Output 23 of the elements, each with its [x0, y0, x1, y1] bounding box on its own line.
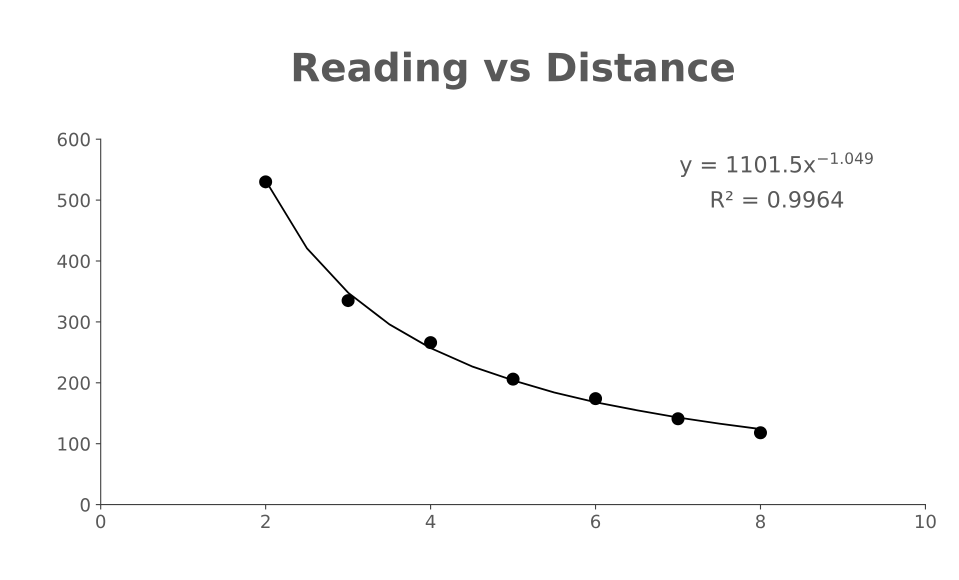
x-tick-label: 10	[916, 514, 936, 528]
y-tick-label: 0	[80, 498, 90, 512]
y-tick-label: 400	[57, 254, 90, 268]
point	[424, 336, 438, 350]
x-tick-label: 8	[756, 514, 765, 528]
y-tick-label: 300	[58, 315, 90, 330]
point	[672, 412, 685, 426]
point	[754, 426, 767, 440]
x-tick-label: 2	[261, 514, 270, 528]
chart-title: Reading vs Distance	[294, 52, 734, 90]
point	[506, 372, 520, 386]
y-tick-label: 200	[58, 376, 90, 390]
y-tick-label: 500	[58, 194, 90, 208]
annotation: R² = 0.9964	[712, 190, 844, 208]
x-tick-label: 4	[426, 514, 436, 528]
annotation: y = 1101.5x$^{−1.049}$	[680, 152, 873, 178]
x-tick-label: 6	[591, 514, 600, 528]
point	[259, 175, 272, 188]
point	[589, 392, 602, 406]
y-tick-label: 600	[58, 132, 90, 146]
y-tick-label: 100	[58, 437, 90, 451]
x-tick-label: 0	[96, 514, 106, 528]
point	[342, 294, 355, 308]
